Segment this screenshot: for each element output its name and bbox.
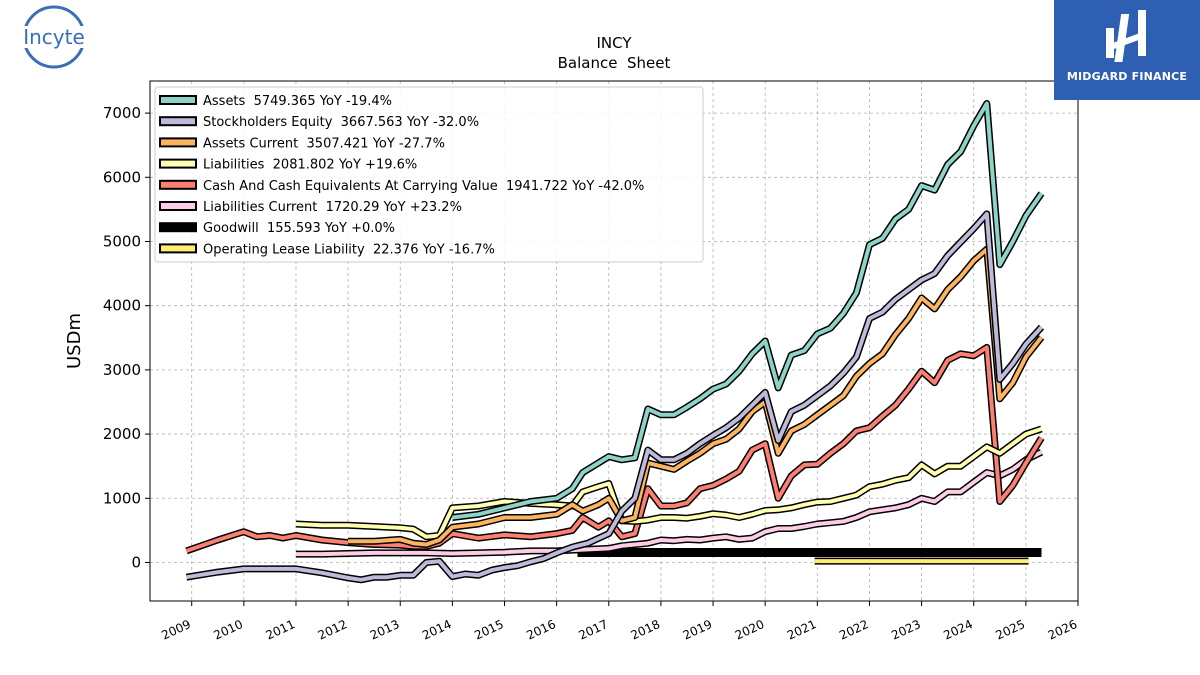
series-cash-and-cash-equivalents-at-carrying-value bbox=[185, 343, 1045, 555]
x-tick-label: 2019 bbox=[681, 617, 715, 643]
legend-label: Goodwill 155.593 YoY +0.0% bbox=[203, 221, 395, 236]
legend-label: Cash And Cash Equivalents At Carrying Va… bbox=[203, 179, 644, 194]
x-tick-label: 2011 bbox=[264, 617, 298, 643]
series-line bbox=[295, 427, 1043, 539]
x-tick-label: 2021 bbox=[785, 617, 819, 643]
legend-box bbox=[154, 86, 704, 263]
x-tick-label: 2016 bbox=[524, 617, 558, 643]
y-tick-label: 5000 bbox=[103, 232, 141, 250]
x-tick-label: 2017 bbox=[576, 617, 610, 643]
x-tick-label: 2020 bbox=[733, 617, 767, 643]
x-tick-label: 2009 bbox=[159, 617, 193, 643]
x-tick-label: 2010 bbox=[212, 617, 246, 643]
legend-label: Assets Current 3507.421 YoY -27.7% bbox=[203, 136, 445, 151]
legend-label: Operating Lease Liability 22.376 YoY -16… bbox=[203, 242, 495, 257]
y-tick-label: 7000 bbox=[103, 104, 141, 122]
legend-entry: Assets 5749.365 YoY -19.4% bbox=[159, 94, 392, 109]
y-tick-label: 0 bbox=[131, 553, 141, 571]
chart-title: INCY bbox=[596, 34, 632, 52]
series-outline bbox=[295, 425, 1043, 541]
y-tick-label: 6000 bbox=[103, 168, 141, 186]
legend-label: Liabilities 2081.802 YoY +19.6% bbox=[203, 158, 417, 173]
series-liabilities-current bbox=[296, 448, 1044, 558]
plot-frame bbox=[149, 80, 1079, 602]
legend-swatch bbox=[159, 95, 197, 105]
x-tick-label: 2024 bbox=[941, 617, 975, 643]
x-tick-label: 2025 bbox=[994, 617, 1028, 643]
y-tick-label: 1000 bbox=[103, 489, 141, 507]
incyte-logo: Incyte bbox=[6, 4, 102, 70]
y-axis-ticks: 0 1000 2000 3000 4000 5000 6000 7000 bbox=[103, 104, 150, 571]
x-tick-label: 2022 bbox=[837, 617, 871, 643]
legend: Assets 5749.365 YoY -19.4% Stockholders E… bbox=[154, 86, 704, 263]
series-stockholders-equity bbox=[185, 210, 1045, 584]
legend-label: Stockholders Equity 3667.563 YoY -32.0% bbox=[203, 115, 479, 130]
legend-entry: Assets Current 3507.421 YoY -27.7% bbox=[159, 136, 445, 151]
series-assets bbox=[451, 100, 1045, 521]
legend-swatch bbox=[159, 179, 197, 190]
x-tick-label: 2012 bbox=[316, 617, 350, 643]
series-line bbox=[186, 211, 1043, 582]
x-axis-ticks: 2009 2010 2011 2012 2013 2014 2015 2016 2017 2018… bbox=[159, 601, 1079, 643]
x-tick-label: 2023 bbox=[889, 617, 923, 643]
series-line bbox=[452, 101, 1044, 520]
y-tick-label: 4000 bbox=[103, 297, 141, 315]
series-layer bbox=[185, 100, 1045, 584]
x-tick-label: 2014 bbox=[420, 617, 454, 643]
midgard-finance-text: MIDGARD FINANCE bbox=[1066, 70, 1188, 83]
legend-entry: Liabilities 2081.802 YoY +19.6% bbox=[159, 158, 417, 173]
y-axis-label: USDm bbox=[64, 313, 85, 369]
x-tick-label: 2013 bbox=[368, 617, 402, 643]
legend-swatch bbox=[159, 116, 197, 127]
legend-entry: Goodwill 155.593 YoY +0.0% bbox=[159, 221, 395, 236]
legend-label: Assets 5749.365 YoY -19.4% bbox=[203, 94, 392, 109]
chart-subtitle: Balance Sheet bbox=[558, 54, 671, 72]
legend-swatch bbox=[159, 158, 197, 169]
legend-entry: Cash And Cash Equivalents At Carrying Va… bbox=[159, 179, 644, 194]
legend-entry: Stockholders Equity 3667.563 YoY -32.0% bbox=[159, 115, 479, 130]
series-assets-current bbox=[348, 245, 1045, 548]
midgard-emblem-icon bbox=[1106, 10, 1146, 62]
series-line bbox=[185, 345, 1044, 553]
legend-swatch bbox=[159, 243, 197, 254]
series-liabilities bbox=[295, 425, 1043, 541]
midgard-finance-logo: MIDGARD FINANCE bbox=[1054, 0, 1200, 100]
x-tick-label: 2018 bbox=[629, 617, 663, 643]
x-tick-label: 2015 bbox=[472, 617, 506, 643]
legend-label: Liabilities Current 1720.29 YoY +23.2% bbox=[203, 200, 462, 215]
series-line bbox=[348, 247, 1044, 547]
x-tick-label: 2026 bbox=[1046, 617, 1080, 643]
legend-swatch bbox=[159, 222, 197, 233]
y-tick-label: 2000 bbox=[103, 425, 141, 443]
y-tick-label: 3000 bbox=[103, 361, 141, 379]
legend-entry: Operating Lease Liability 22.376 YoY -16… bbox=[159, 242, 495, 257]
incyte-logo-text: Incyte bbox=[23, 25, 85, 49]
series-line bbox=[296, 450, 1043, 557]
legend-swatch bbox=[159, 201, 197, 211]
legend-swatch bbox=[159, 137, 197, 148]
legend-entry: Liabilities Current 1720.29 YoY +23.2% bbox=[159, 200, 462, 215]
